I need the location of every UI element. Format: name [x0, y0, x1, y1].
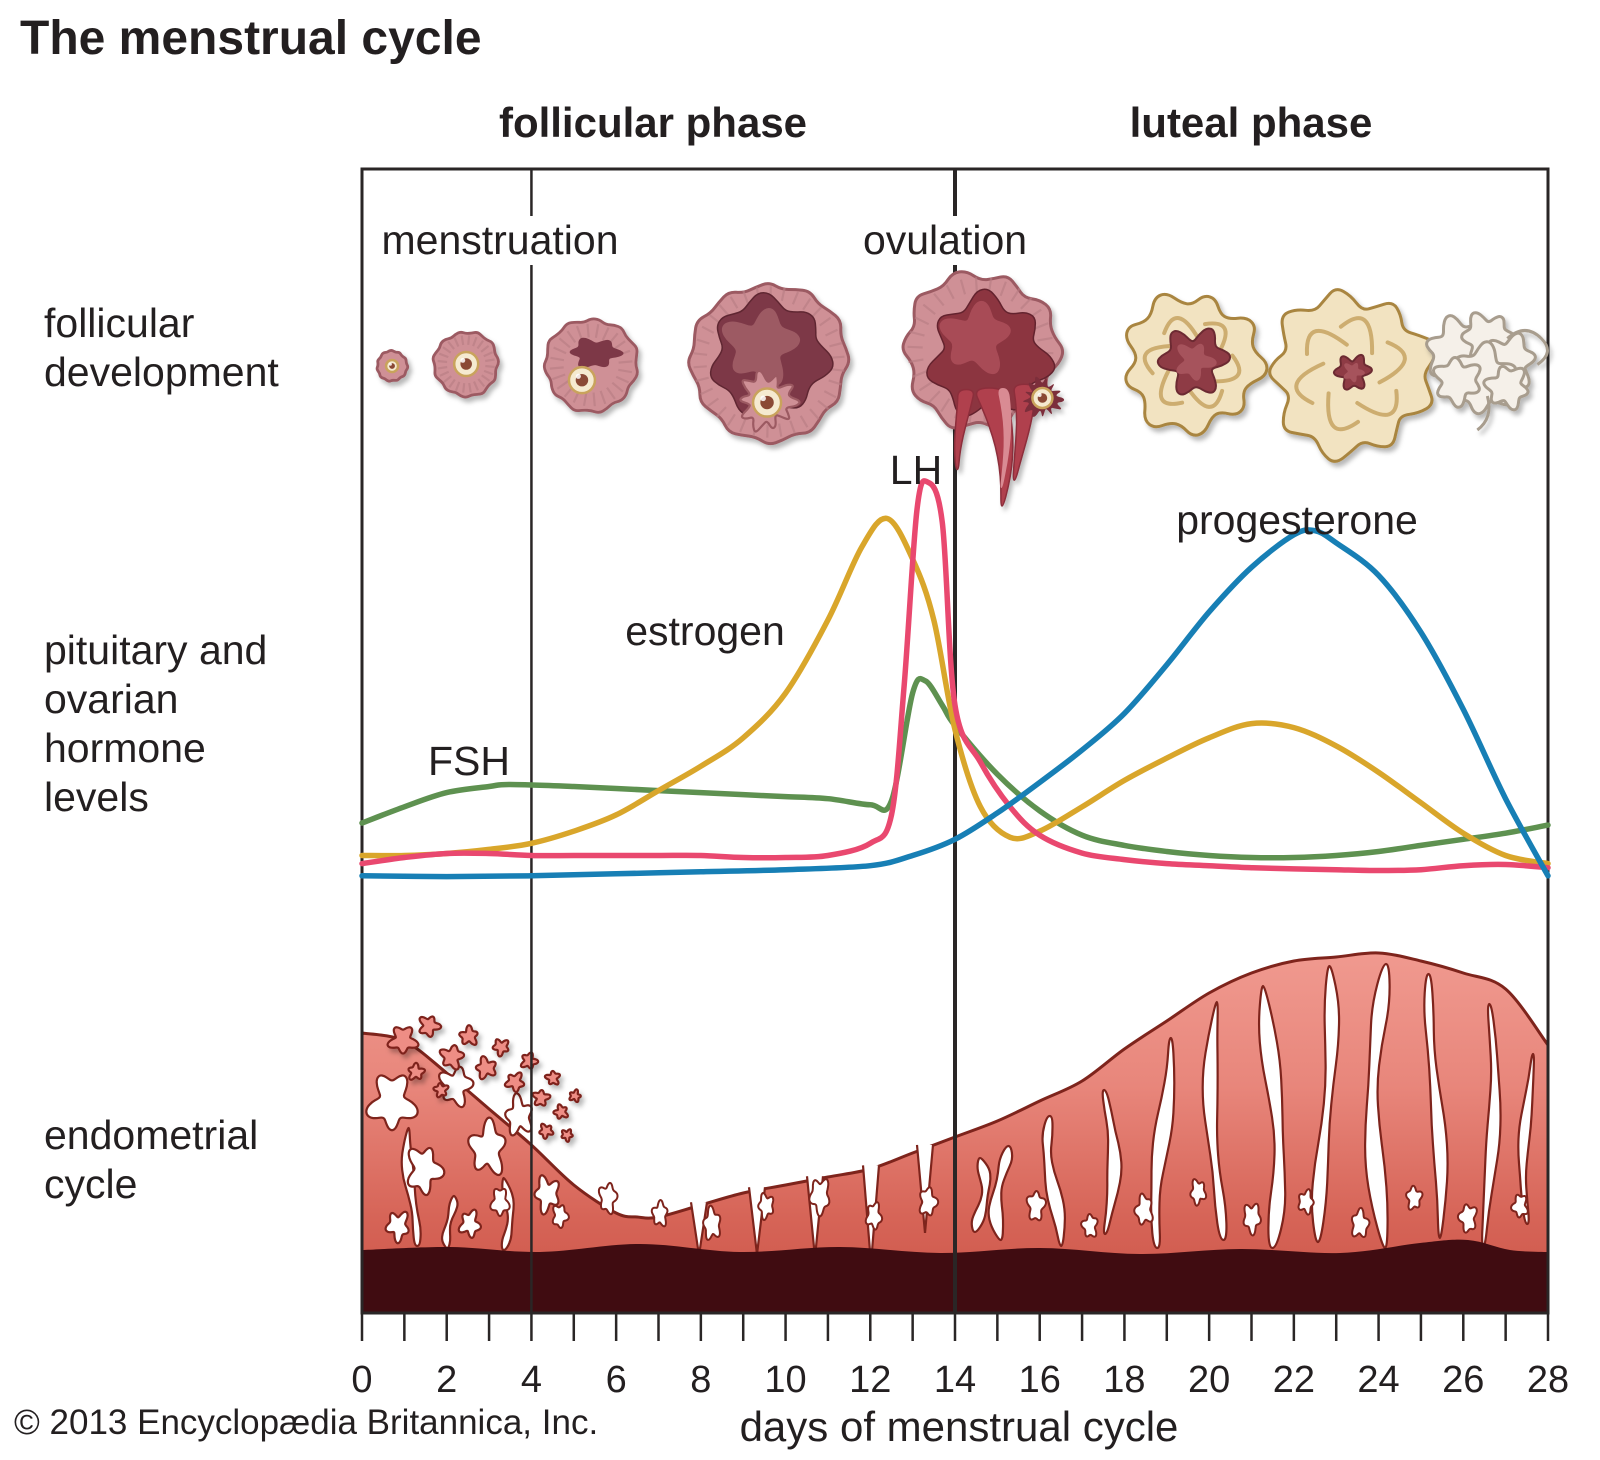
row-label-follicular-development: follicular development: [44, 300, 279, 395]
x-tick-label: 16: [1019, 1359, 1061, 1401]
copyright-notice: © 2013 Encyclopædia Britannica, Inc.: [14, 1403, 599, 1442]
graafian-follicle-icon: [687, 282, 851, 446]
corpus-albicans-icon: [1425, 311, 1549, 432]
x-tick-label: 20: [1188, 1359, 1230, 1401]
endometrial-glands: [365, 962, 1535, 1252]
primordial-follicle-icon: [375, 349, 410, 383]
curve-estrogen: [359, 515, 1551, 867]
ovulating-follicle-icon: [901, 270, 1065, 507]
phase-label-follicular: follicular phase: [498, 99, 808, 146]
row-label-endometrial-cycle: endometrial cycle: [44, 1112, 259, 1207]
x-tick-label: 2: [436, 1359, 457, 1401]
event-label-menstruation: menstruation: [371, 216, 629, 266]
x-tick-label: 26: [1442, 1359, 1484, 1401]
x-tick-label: 8: [690, 1359, 711, 1401]
x-tick-label: 4: [521, 1359, 542, 1401]
x-tick-label: 10: [764, 1359, 806, 1401]
endometrial-panel: [360, 951, 1550, 1315]
curve-progesterone: [359, 527, 1551, 880]
early-corpus-luteum-icon: [1124, 292, 1269, 437]
page-title: The menstrual cycle: [20, 12, 482, 65]
curve-label-estrogen: estrogen: [625, 608, 785, 654]
x-tick-label: 18: [1103, 1359, 1145, 1401]
row-label-hormone-levels: pituitary and ovarian hormone levels: [44, 627, 268, 820]
curve-LH: [359, 478, 1551, 874]
curve-label-lh: LH: [889, 447, 943, 493]
x-axis-title: days of menstrual cycle: [739, 1403, 1179, 1450]
x-tick-label: 14: [934, 1359, 976, 1401]
phase-label-luteal: luteal phase: [1129, 99, 1373, 146]
shedding-fragments: [386, 1015, 582, 1143]
follicular-development-row: [375, 270, 1549, 507]
curve-FSH: [359, 675, 1551, 861]
secondary-follicle-icon: [542, 317, 639, 414]
x-tick-label: 0: [351, 1359, 372, 1401]
x-axis: 0 2 4 6 8 10 12 14 16 18 20 22 24 26 28: [351, 1313, 1569, 1401]
event-label-ovulation: ovulation: [852, 216, 1038, 266]
corpus-luteum-icon: [1268, 288, 1438, 463]
x-tick-label: 6: [606, 1359, 627, 1401]
curve-label-fsh: FSH: [428, 738, 510, 784]
x-tick-label: 28: [1527, 1359, 1569, 1401]
x-tick-label: 24: [1357, 1359, 1399, 1401]
x-tick-label: 12: [849, 1359, 891, 1401]
primary-follicle-icon: [431, 330, 500, 399]
hormone-curves: [359, 478, 1551, 880]
x-tick-label: 22: [1273, 1359, 1315, 1401]
curve-label-progesterone: progesterone: [1176, 497, 1418, 543]
